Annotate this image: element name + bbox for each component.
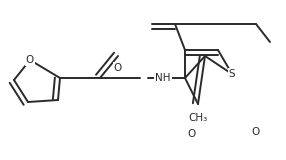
Text: O: O <box>26 55 34 65</box>
Text: O: O <box>252 127 260 137</box>
Text: O: O <box>188 129 196 139</box>
Text: O: O <box>114 63 122 73</box>
Text: NH: NH <box>155 73 171 83</box>
Text: CH₃: CH₃ <box>188 113 208 123</box>
Text: S: S <box>229 69 235 79</box>
